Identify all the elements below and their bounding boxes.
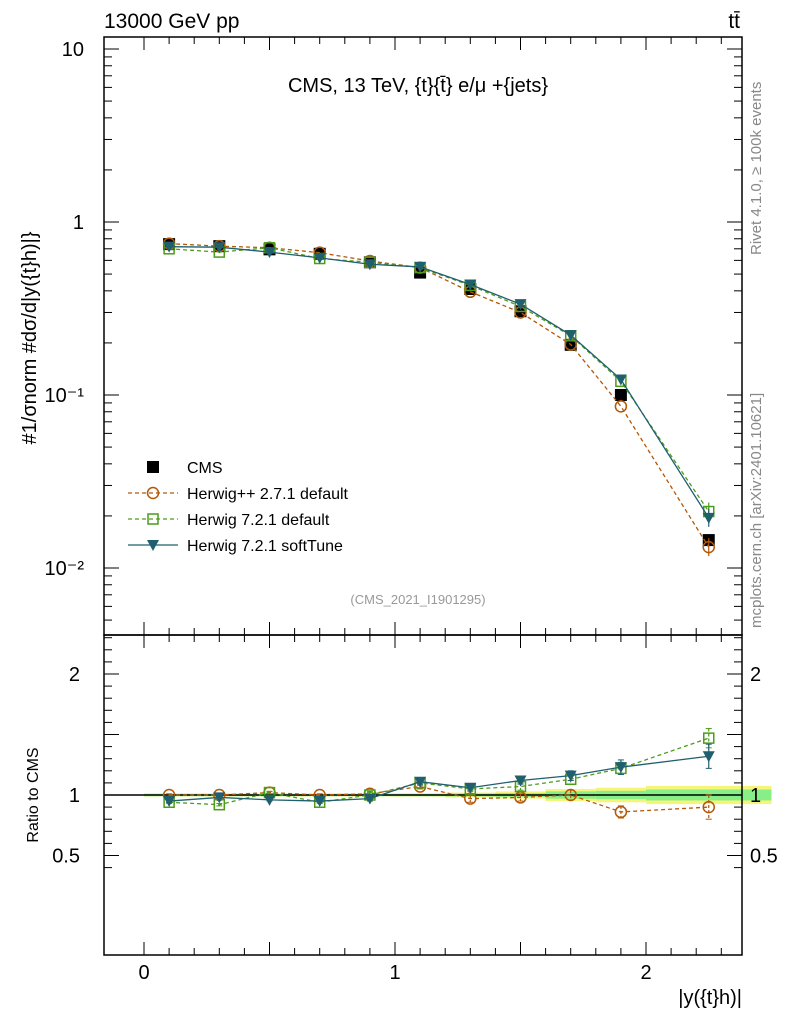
ratio-panel: 0.5 0.5 1 1 2 2 Ratio to CMS 0 1 2 |y({t}h)| [25,634,778,1009]
data-point [702,540,715,554]
legend-label: Herwig++ 2.7.1 default [187,486,349,503]
ratio-point [564,770,577,782]
legend-marker [147,540,159,551]
ratio-point [614,805,628,819]
legend-entry: CMS [147,460,223,477]
ratio-point [163,796,176,808]
ratio-point [614,762,627,774]
legend-label: Herwig 7.2.1 default [187,512,330,529]
main-y-tick-label: 10⁻² [45,558,85,580]
series-line [169,246,710,519]
main-series-2 [163,241,715,521]
ratio-line [169,785,709,813]
x-tick-label: 0 [138,962,149,984]
x-tick-label: 2 [640,962,651,984]
ratio-point [414,776,427,788]
legend-entry: Herwig 7.2.1 softTune [128,538,343,555]
ratio-point [703,732,715,744]
legend-label: CMS [187,460,223,477]
main-y-tick-labels: 10⁻² 10⁻¹ 1 10 [45,39,85,580]
legend-entry: Herwig 7.2.1 default [128,512,330,529]
data-point [163,241,176,253]
ratio-point [263,794,276,806]
ratio-point [564,788,577,802]
x-axis-label: |y({t}h)| [678,987,742,1009]
ratio-series-2 [163,743,715,808]
x-tick-labels: 0 1 2 [138,962,651,984]
ratio-y-tick-label: 1 [69,785,80,807]
ratio-y-tick-labels: 0.5 0.5 1 1 2 2 [52,664,778,868]
legend-marker [147,513,159,525]
series-line [169,247,710,512]
data-point [464,279,477,291]
ratio-y-tick-label-right: 0.5 [750,846,778,868]
main-y-axis-label: #1/σnorm #dσ/d|y({t}h)|} [19,231,41,444]
data-point [313,252,326,264]
data-point [514,299,527,311]
ratio-point [213,792,226,804]
ratio-y-tick-label-right: 2 [750,664,761,686]
mcplots-label: mcplots.cern.ch [arXiv:2401.10621] [748,393,765,628]
main-panel: 10⁻² 10⁻¹ 1 10 CMS, 13 TeV, {t}{t̄} e/μ +{j… [19,36,743,636]
legend: CMS Herwig++ 2.7.1 default Herwig 7.2.1 de… [128,460,349,555]
rivet-version-label: Rivet 4.1.0, ≥ 100k events [748,82,765,255]
ratio-ticks [104,635,742,955]
main-y-tick-label: 1 [73,212,84,234]
ratio-y-tick-label: 0.5 [52,846,80,868]
ratio-y-tick-label: 2 [69,664,80,686]
main-y-tick-label: 10⁻¹ [45,385,85,407]
data-point [263,247,276,259]
data-point [614,389,627,401]
data-point [702,512,715,524]
ratio-point [702,800,715,814]
legend-marker [146,486,160,500]
legend-label: Herwig 7.2.1 softTune [187,538,343,555]
ratio-series [162,727,715,820]
main-ticks [104,37,742,635]
main-series-3 [163,241,715,527]
process-label: tt̄ [728,10,740,33]
data-point [614,374,627,386]
main-y-tick-label: 10 [62,39,84,61]
energy-label: 13000 GeV pp [104,10,239,33]
ratio-point [313,796,326,808]
ratio-frame [103,634,743,956]
legend-entry: Herwig++ 2.7.1 default [128,486,349,503]
data-point [213,242,226,254]
ratio-point [464,782,477,794]
main-series [162,237,715,557]
ratio-point [514,775,527,787]
data-point [614,400,628,413]
ratio-point [363,793,376,805]
ratio-y-tick-label-right: 1 [750,785,761,807]
analysis-id: (CMS_2021_I1901295) [350,592,485,607]
data-point [414,261,427,273]
data-point [564,330,577,342]
ratio-point [702,751,715,763]
main-title: CMS, 13 TeV, {t}{t̄} e/μ +{jets} [288,75,548,97]
x-tick-label: 1 [389,962,400,984]
data-point [363,259,376,271]
ratio-y-axis-label: Ratio to CMS [25,747,42,842]
legend-marker [147,461,159,473]
